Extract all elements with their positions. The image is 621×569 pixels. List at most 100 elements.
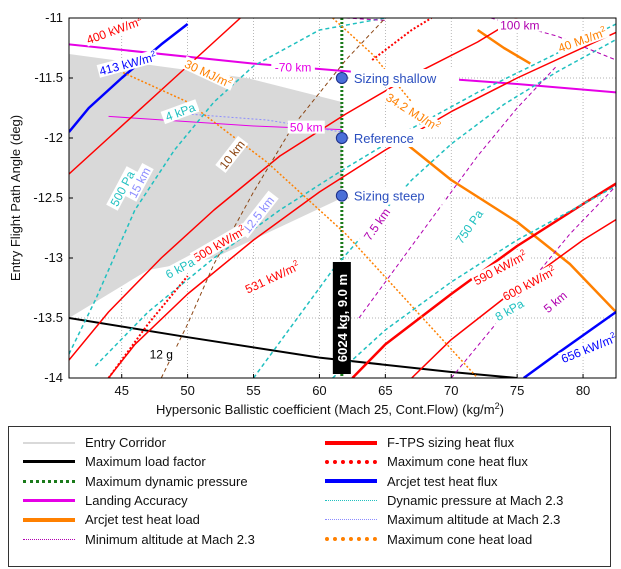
curve-label-background — [358, 202, 395, 246]
series-line — [69, 18, 386, 355]
series-line — [522, 310, 616, 378]
axis-ticks: 45 50 55 60 65 70 75 80 -11 -11.5 -12 -12.5 -13 -13.5… — [33, 10, 590, 398]
series-line — [252, 38, 616, 378]
legend-label: F-TPS sizing heat flux — [387, 435, 515, 451]
legend-label: Maximum dynamic pressure — [85, 473, 248, 489]
series-line — [332, 18, 413, 103]
curve-label-background — [499, 263, 560, 304]
curve-label-background — [558, 330, 616, 366]
x-tick-label: 80 — [576, 383, 590, 398]
y-tick-label: -14 — [44, 370, 63, 385]
curve-label-background — [181, 55, 236, 91]
curve-label: 50 km — [287, 120, 325, 135]
design-point-label: Sizing shallow — [354, 71, 437, 86]
legend-label: Minimum altitude at Mach 2.3 — [85, 531, 255, 547]
curve-label-superscript: 2 — [434, 119, 443, 129]
legend-label: Dynamic pressure at Mach 2.3 — [387, 493, 564, 509]
entry-corridor — [69, 54, 342, 318]
curve-label-superscript: 2 — [237, 222, 246, 232]
curve-label-background — [554, 24, 610, 56]
series-line — [94, 23, 616, 367]
legend-swatch — [325, 515, 377, 525]
legend-item: Maximum cone heat flux — [325, 452, 563, 471]
y-tick-label: -12.5 — [33, 190, 63, 205]
curve-label-background — [189, 223, 249, 265]
curve-label-value: 100 km — [500, 19, 539, 33]
series-line — [371, 18, 432, 61]
design-point-label-background — [350, 69, 460, 87]
series-line — [393, 133, 616, 313]
legend-swatch — [23, 534, 75, 544]
design-label-background — [332, 262, 351, 374]
legend-label: Arcjet test heat load — [85, 512, 200, 528]
legend-item: Arcjet test heat load — [23, 510, 255, 529]
curve-label-background — [237, 190, 279, 239]
legend-swatch — [23, 438, 75, 448]
series-line — [108, 65, 479, 378]
legend-label: Landing Accuracy — [85, 493, 188, 509]
legend-item: Landing Accuracy — [23, 491, 255, 510]
curve-label-superscript: 2 — [609, 330, 617, 340]
curve-label-background — [160, 99, 200, 125]
curve-label-background — [490, 294, 529, 325]
curve-label-background — [160, 253, 200, 283]
legend-item: Maximum dynamic pressure — [23, 472, 255, 491]
design-label: 6024 kg, 9.0 m — [332, 262, 351, 374]
x-tick-label: 65 — [378, 383, 392, 398]
curve-label-background — [83, 18, 146, 47]
curve-label: 12 g — [146, 347, 177, 361]
legend-swatch — [325, 476, 377, 486]
x-tick-label: 50 — [180, 383, 194, 398]
design-markers: 6024 kg, 9.0 m Sizing shallow Reference Siz… — [332, 69, 460, 374]
legend-swatch — [325, 438, 377, 448]
legend-item: F-TPS sizing heat flux — [325, 433, 563, 452]
legend: Entry Corridor Maximum load factor Maximum… — [8, 426, 611, 567]
legend-label: Maximum load factor — [85, 454, 206, 470]
legend-item: Maximum cone heat load — [325, 529, 563, 548]
legend-item: Arcjet test heat flux — [325, 472, 563, 491]
y-tick-label: -11 — [45, 10, 63, 25]
x-axis-label: Hypersonic Ballistic coefficient (Mach 2… — [156, 401, 504, 417]
curve-label-superscript: 2 — [599, 24, 607, 34]
curve-label-value: 12 g — [150, 347, 173, 361]
curve-label-value: -70 km — [275, 61, 312, 75]
series-line — [69, 18, 518, 361]
design-point-label-background — [350, 186, 445, 205]
legend-item: Maximum load factor — [23, 452, 255, 471]
y-axis-label: Entry Flight Path Angle (deg) — [8, 115, 23, 281]
legend-label: Arcjet test heat flux — [387, 473, 498, 489]
legend-swatch — [325, 534, 377, 544]
design-point — [335, 189, 348, 202]
curve-label-superscript: 2 — [227, 75, 235, 85]
curve-label-background — [124, 163, 154, 202]
legend-item: Maximum altitude at Mach 2.3 — [325, 510, 563, 529]
y-tick-label: -13.5 — [33, 310, 63, 325]
series-line — [107, 31, 616, 378]
curve-label-text: 100 km — [500, 19, 539, 33]
series-line — [69, 23, 189, 133]
curve-label-background — [497, 18, 542, 32]
x-tick-label: 60 — [312, 383, 326, 398]
curve-label-text: 12 g — [150, 347, 173, 361]
legend-swatch — [23, 515, 75, 525]
curve-label: -70 km — [271, 60, 315, 75]
y-tick-label: -12 — [44, 130, 63, 145]
curve-label-background — [470, 247, 531, 288]
x-tick-label: 45 — [114, 383, 128, 398]
legend-swatch — [325, 496, 377, 506]
curve-label-superscript: 2 — [135, 13, 143, 23]
curve-label-background — [271, 60, 315, 74]
curve-label-background — [451, 204, 487, 249]
legend-column-left: Entry Corridor Maximum load factor Maximum… — [23, 433, 255, 549]
curve-label-text: -70 km — [275, 61, 312, 75]
curve-label-background — [215, 135, 249, 174]
design-point — [335, 72, 348, 84]
legend-swatch — [23, 457, 75, 467]
series-line — [332, 185, 616, 378]
legend-label: Maximum cone heat load — [387, 531, 533, 547]
curve-label-background — [539, 286, 571, 317]
x-tick-label: 75 — [510, 383, 524, 398]
legend-swatch — [23, 476, 75, 486]
entry-corridor-area — [69, 54, 342, 318]
